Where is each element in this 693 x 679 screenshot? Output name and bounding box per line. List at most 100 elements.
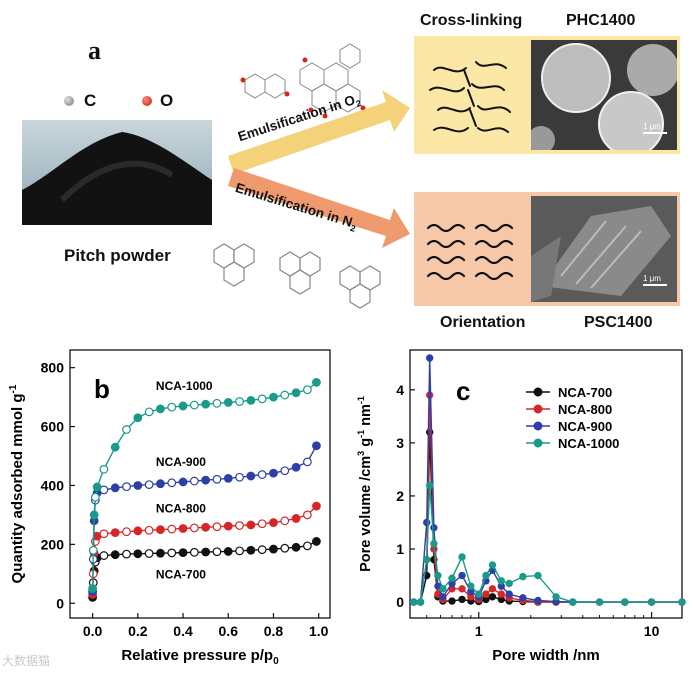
phc1400-title: PHC1400 [566,12,636,29]
chart-b-point [312,501,321,511]
chart-b-point [212,522,222,532]
chart-b-point [89,510,99,520]
chart-b-point [280,543,290,553]
chart-b-point [257,519,267,529]
chart-b-point [223,474,233,483]
chart-c-point [488,585,497,593]
chart-c-legend-marker [533,404,543,414]
chart-c-point [423,555,431,564]
chart-c-point [552,593,560,601]
chart-c-point [458,585,466,593]
chart-b-point [122,549,131,559]
chart-b-point [201,522,211,532]
chart-c-point [448,574,456,582]
chart-b-point [257,545,267,555]
chart-c-legend-label: NCA-700 [558,385,612,400]
chart-b-point [144,549,154,558]
oxygenated-molecule-icon [240,43,366,119]
chart-b-point [99,529,109,539]
chart-b-point [280,466,290,476]
chart-b-point [88,584,98,593]
chart-b-point [302,457,312,467]
oriented-chains-icon [426,223,514,281]
chart-b-point [280,516,290,526]
chart-b-xtick-label: 0.2 [128,623,148,639]
chart-c-ylabel-sup1: 3 [356,451,366,456]
chart-c-point [621,598,629,606]
chart-b-point [189,523,199,533]
chart-b-frame [69,349,331,619]
chart-c-point [439,593,447,601]
chart-b-ytick-label: 400 [41,477,65,493]
chart-c-ylabel-end: nm [358,404,374,430]
chart-c-xtick-label: 1 [475,623,483,639]
chart-b-point [110,442,120,452]
chart-b-point [122,482,131,492]
chart-c-legend-label: NCA-800 [558,402,612,417]
chart-c-point [519,572,527,581]
chart-b-point [257,470,267,479]
chart-b-ytick-label: 200 [41,536,65,552]
chart-b-point [223,521,233,531]
chart-b-point [269,468,278,478]
chart-b-series-label: NCA-800 [156,501,206,515]
chart-c-legend-marker [533,421,543,431]
chart-b-point [122,527,131,537]
chart-c-point [434,571,442,580]
carbon-label: C [84,91,97,110]
chart-b-point [156,525,165,535]
chart-c-point [569,598,577,606]
chart-b-point [212,398,222,408]
chart-b-point [92,482,102,492]
chart-b-point [302,541,312,551]
chart-c-ytick-label: 4 [396,382,404,398]
chart-c-ytick-label: 3 [396,435,404,451]
chart-c-point [439,585,447,593]
panel-a-letter: a [88,36,101,65]
chart-b-point [201,547,211,557]
chart-c-point [505,590,513,598]
chart-b-point [257,394,267,404]
chart-b-point [178,477,188,487]
arrow-n2 [228,168,410,248]
phc1400-scale-label: 1 μm [643,122,661,131]
chart-c-point [497,590,505,598]
pitch-powder-label: Pitch powder [64,246,171,265]
chart-b-point [223,547,233,556]
chart-c-point [488,593,497,601]
chart-b-point [167,524,177,534]
chart-c-point [519,594,527,602]
psc1400-scale-label: 1 μm [643,274,661,283]
chart-b-xlabel-sub: 0 [273,656,279,667]
chart-b-point [133,413,143,423]
chart-c-point [595,598,604,606]
chart-b-point [122,425,131,434]
chart-c-point [425,354,434,362]
carbon-atom-icon [64,96,74,106]
chart-c-point [505,579,513,588]
pitch-powder-image [22,120,212,225]
chart-c-point [534,596,542,605]
chart-c-point [458,571,466,580]
chart-b-point [110,483,120,493]
chart-b-ylabel-main: Quantity adsorbed mmol g [9,393,26,583]
chart-c-point [475,590,483,598]
chart-b-point [302,510,312,520]
chart-c-point [467,582,475,590]
chart-c-point [458,553,466,561]
chart-b-point [178,401,188,411]
chart-b-point [235,397,244,406]
chart-b-point [212,547,222,557]
chart-c-point [488,561,497,569]
chart-c-ytick-label: 1 [396,541,404,557]
chart-b-point [201,475,211,485]
chart-c-point [647,598,656,606]
chart-b-xtick-label: 0.6 [219,623,239,639]
chart-b-point [312,441,321,451]
chart-b-ytick-label: 600 [41,419,65,435]
cross-linking-title: Cross-linking [420,12,523,29]
chart-b-xlabel: Relative pressure p/p0 [121,647,279,667]
cross-linked-chains-icon [429,61,511,133]
orientation-title: Orientation [440,314,526,331]
chart-b-point [88,545,98,555]
